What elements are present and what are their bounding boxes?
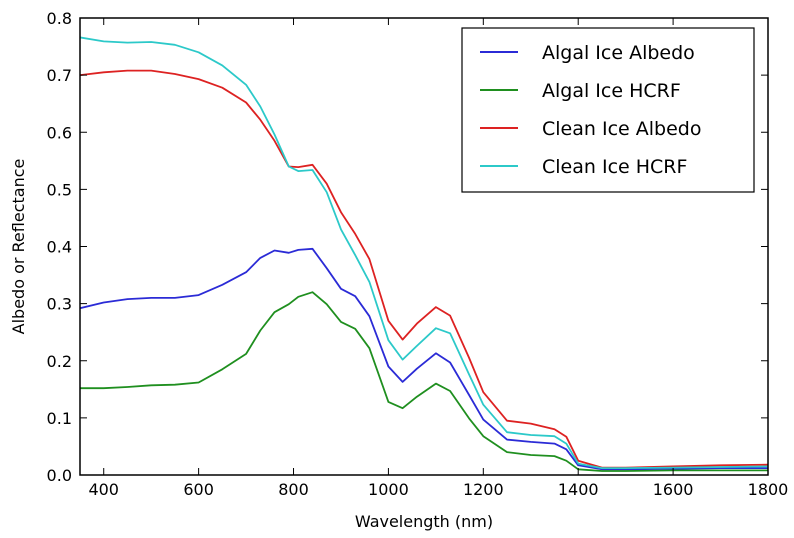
legend-label: Algal Ice Albedo <box>542 42 695 64</box>
y-tick-label: 0.3 <box>47 295 72 314</box>
y-tick-label: 0.4 <box>47 238 72 257</box>
x-tick-label: 600 <box>183 480 214 499</box>
y-axis: 0.0 0.1 0.2 0.3 0.4 0.5 0.6 0.7 0.8 <box>47 9 768 485</box>
x-tick-label: 1200 <box>463 480 504 499</box>
y-tick-label: 0.8 <box>47 9 72 28</box>
y-tick-label: 0.5 <box>47 180 72 199</box>
legend: Algal Ice Albedo Algal Ice HCRF Clean Ice … <box>461 27 755 193</box>
y-tick-label: 0.2 <box>47 352 72 371</box>
plot-lines <box>80 36 768 472</box>
x-tick-label: 400 <box>88 480 119 499</box>
series-line-1 <box>80 291 768 472</box>
legend-label: Clean Ice Albedo <box>542 118 701 140</box>
y-tick-label: 0.1 <box>47 409 72 428</box>
series-line-3 <box>80 36 768 470</box>
series-line-2 <box>80 69 768 469</box>
x-tick-label: 1400 <box>558 480 599 499</box>
y-tick-label: 0.7 <box>47 66 72 85</box>
x-axis: 400 600 800 1000 1200 1400 1600 1800 <box>88 18 788 499</box>
series-line-0 <box>80 247 768 471</box>
y-tick-label: 0.0 <box>47 466 72 485</box>
y-axis-label: Albedo or Reflectance <box>9 159 28 335</box>
x-tick-label: 1000 <box>368 480 409 499</box>
legend-label: Clean Ice HCRF <box>542 156 687 178</box>
legend-box <box>461 27 755 193</box>
x-tick-label: 1800 <box>748 480 789 499</box>
legend-label: Algal Ice HCRF <box>542 80 681 102</box>
y-tick-label: 0.6 <box>47 123 72 142</box>
x-axis-label: Wavelength (nm) <box>355 512 493 531</box>
x-tick-label: 800 <box>278 480 309 499</box>
x-tick-label: 1600 <box>653 480 694 499</box>
